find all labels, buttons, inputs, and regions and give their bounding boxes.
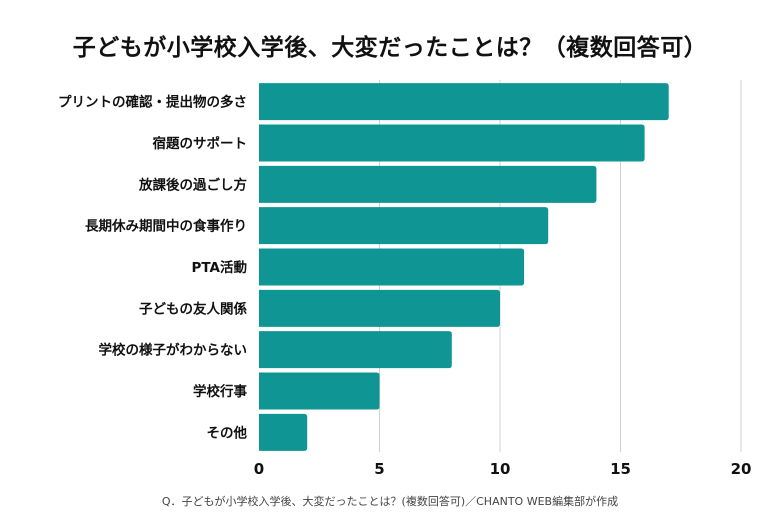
x-tick-label: 5 [374, 460, 384, 478]
x-tick-label: 0 [254, 460, 264, 478]
category-label: 放課後の過ごし方 [138, 176, 247, 193]
bar [259, 83, 669, 121]
x-tick-label: 15 [610, 460, 631, 478]
category-label: 宿題のサポート [153, 135, 248, 152]
bar [259, 413, 308, 451]
category-label: 子どもの友人関係 [139, 300, 247, 317]
bar [259, 372, 380, 410]
bar [259, 331, 452, 369]
chart-title: 子どもが小学校入学後、大変だったことは？（複数回答可） [72, 35, 708, 61]
bar [259, 289, 500, 327]
category-label: 学校の様子がわからない [99, 342, 248, 359]
bar [259, 207, 549, 245]
bar [258, 124, 645, 162]
x-tick-label: 20 [731, 460, 752, 478]
x-tick-label: 10 [490, 460, 511, 478]
bar [259, 165, 597, 203]
category-label: 学校行事 [193, 383, 247, 400]
bar [258, 248, 525, 286]
category-label: その他 [207, 424, 248, 441]
category-label: PTA活動 [191, 259, 247, 276]
chart-footnote: Q．子どもが小学校入学後、大変だったことは？(複数回答可)／CHANTO WEB… [161, 495, 619, 508]
category-label: 長期休み期間中の食事作り [85, 218, 247, 235]
category-label: プリントの確認・提出物の多さ [58, 94, 247, 111]
